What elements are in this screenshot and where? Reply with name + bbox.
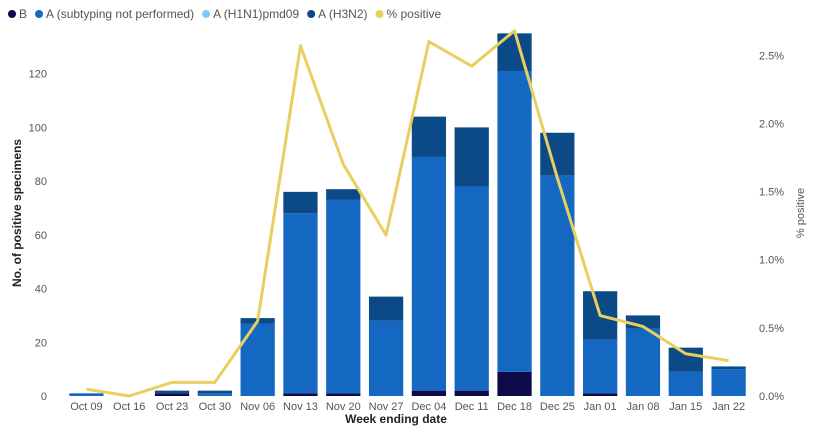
y-tick-label-80: 80 [35, 176, 47, 188]
bar-b-dec-04 [411, 390, 447, 396]
bar-a-subtyping-not-performed-oct-30 [197, 393, 232, 396]
legend-marker-a-h1n1-pmd09 [202, 10, 211, 18]
bar-a-subtyping-not-performed-nov-20 [326, 199, 361, 394]
y2-tick-label-1-5: 1.5% [759, 187, 784, 199]
bar-a-h3n2-dec-11 [454, 127, 489, 187]
x-tick-label-jan-15: Jan 15 [669, 401, 702, 413]
bar-b-jan-01 [583, 393, 618, 396]
y-tick-label-120: 120 [29, 69, 47, 81]
bar-a-h3n2-oct-23 [154, 390, 190, 394]
percent-positive-line-group [86, 29, 729, 398]
x-tick-label-jan-01: Jan 01 [584, 401, 617, 413]
y2-tick-label-0-5: 0.5% [759, 323, 784, 335]
x-tick-label-nov-06: Nov 06 [240, 401, 275, 413]
legend-marker-a-subtyping-not-performed [35, 10, 44, 18]
bar-a-subtyping-not-performed-jan-01 [583, 339, 618, 394]
bar-a-subtyping-not-performed-nov-06 [240, 323, 275, 396]
bar-a-h3n2-nov-13 [283, 191, 318, 214]
x-tick-label-dec-25: Dec 25 [540, 401, 575, 413]
legend-label-a-h1n1-pmd09: A (H1N1)pmd09 [213, 7, 299, 21]
bar-series-group [69, 33, 746, 396]
bar-b-dec-11 [454, 390, 489, 396]
percent-positive-line [86, 29, 729, 398]
x-tick-label-oct-23: Oct 23 [156, 401, 188, 413]
legend-label-positive: % positive [387, 7, 442, 21]
chart-legend: B A (subtyping not performed) A (H1N1)pmd0… [8, 7, 442, 21]
bar-a-h3n2-nov-27 [368, 296, 404, 321]
bar-a-h3n2-jan-22 [711, 366, 746, 370]
y2-tick-label-2-0: 2.0% [759, 118, 784, 130]
bar-b-dec-18 [497, 371, 532, 396]
y-axis-ticks: 0 20 40 60 80 100 120 [29, 69, 47, 403]
bar-b-nov-13 [283, 393, 318, 396]
bar-a-h3n2-oct-30 [197, 390, 232, 394]
x-tick-label-oct-30: Oct 30 [199, 401, 231, 413]
legend-label-a-subtyping-not-performed: A (subtyping not performed) [46, 7, 194, 21]
x-axis-title: Week ending date [345, 412, 447, 426]
legend-marker-b [8, 10, 16, 18]
bar-a-subtyping-not-performed-nov-13 [283, 213, 318, 394]
x-axis-ticks: Oct 09 Oct 16 Oct 23 Oct 30 Nov 06 Nov 13 Nov … [70, 401, 745, 413]
x-tick-label-jan-08: Jan 08 [626, 401, 659, 413]
x-tick-label-nov-13: Nov 13 [283, 401, 318, 413]
legend-marker-a-h3n2 [307, 10, 316, 18]
y2-tick-label-2-5: 2.5% [759, 50, 784, 62]
y-axis-title: No. of positive specimens [10, 139, 24, 287]
bar-b-oct-23 [154, 393, 190, 396]
y-tick-label-60: 60 [35, 230, 47, 242]
y-tick-label-100: 100 [29, 122, 47, 134]
bar-a-subtyping-not-performed-dec-11 [454, 186, 489, 391]
y-tick-label-40: 40 [35, 284, 47, 296]
x-tick-label-dec-18: Dec 18 [497, 401, 532, 413]
y2-tick-label-1-0: 1.0% [759, 255, 784, 267]
legend-marker-positive [375, 10, 384, 18]
bar-a-h3n2-nov-20 [326, 189, 361, 200]
y2-tick-label-0-0: 0.0% [759, 391, 784, 403]
bar-a-subtyping-not-performed-jan-22 [711, 369, 746, 396]
x-tick-label-oct-09: Oct 09 [70, 401, 102, 413]
bar-a-subtyping-not-performed-oct-09 [69, 393, 104, 396]
x-tick-label-dec-11: Dec 11 [455, 401, 489, 413]
bar-a-subtyping-not-performed-dec-25 [540, 175, 575, 396]
bar-b-nov-20 [326, 393, 361, 396]
y-tick-label-20: 20 [35, 337, 47, 349]
bar-a-subtyping-not-performed-dec-18 [497, 70, 532, 372]
bar-a-subtyping-not-performed-jan-08 [625, 328, 661, 396]
x-tick-label-oct-16: Oct 16 [113, 401, 145, 413]
bar-a-subtyping-not-performed-dec-04 [411, 156, 447, 391]
bar-a-subtyping-not-performed-nov-27 [368, 320, 404, 396]
legend-label-b: B [19, 7, 27, 21]
legend-label-a-h3n2: A (H3N2) [318, 7, 367, 21]
x-tick-label-nov-20: Nov 20 [326, 401, 361, 413]
y2-axis-ticks: 0.0% 0.5% 1.0% 1.5% 2.0% 2.5% [759, 50, 784, 403]
y2-axis-title: % positive [795, 188, 807, 238]
x-tick-label-nov-27: Nov 27 [369, 401, 404, 413]
bar-a-h3n2-jan-15 [668, 347, 703, 372]
x-tick-label-dec-04: Dec 04 [411, 401, 446, 413]
bar-a-subtyping-not-performed-jan-15 [668, 371, 703, 396]
y-tick-label-0: 0 [41, 391, 47, 403]
x-tick-label-jan-22: Jan 22 [712, 401, 745, 413]
bar-a-h3n2-dec-04 [411, 116, 447, 157]
